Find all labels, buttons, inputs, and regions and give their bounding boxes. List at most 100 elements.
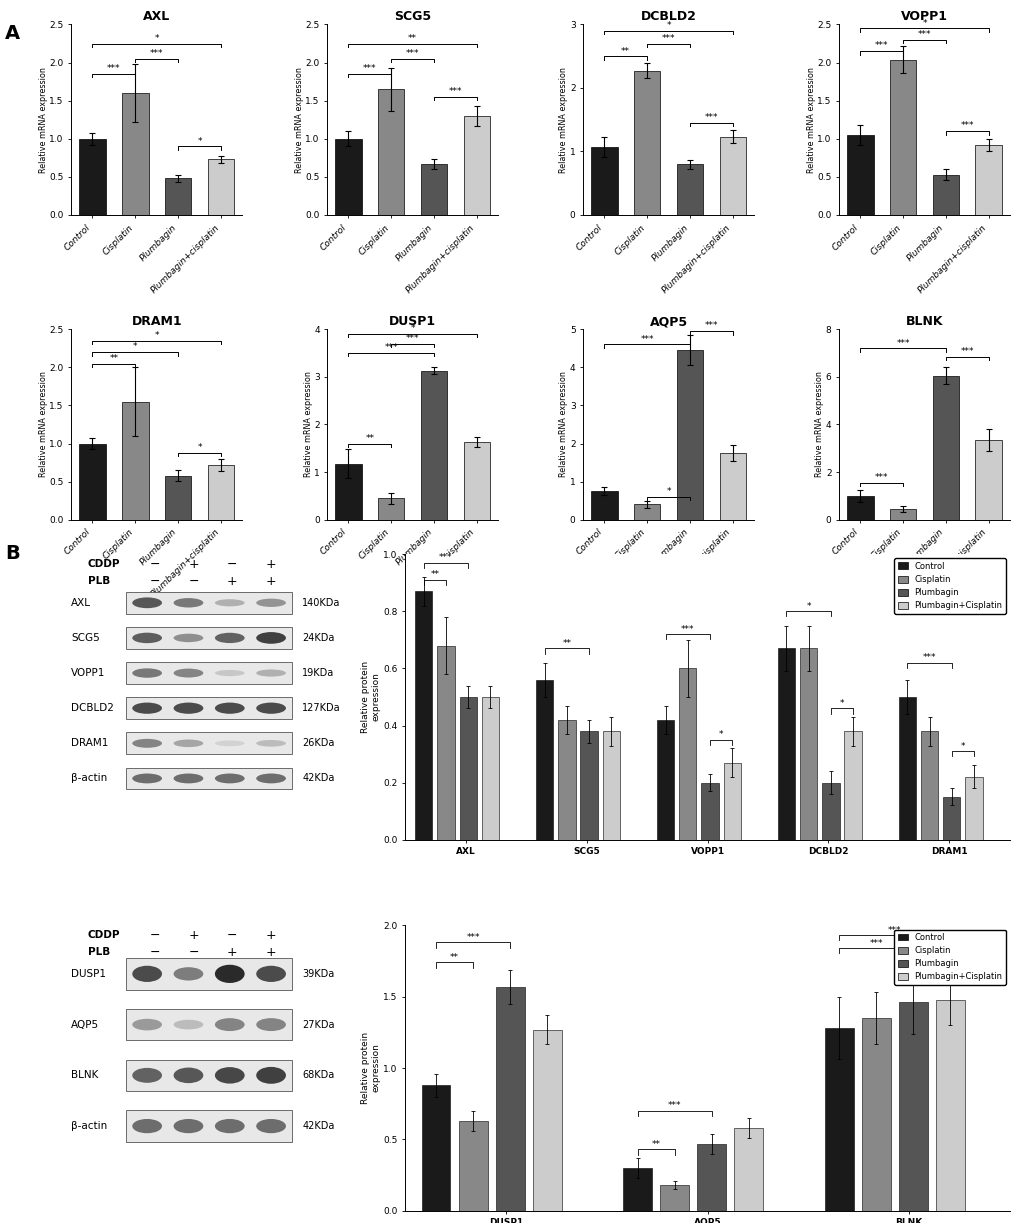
Bar xyxy=(846,135,872,215)
Text: DUSP1: DUSP1 xyxy=(71,969,106,978)
Bar xyxy=(799,648,816,840)
Title: VOPP1: VOPP1 xyxy=(900,10,947,23)
Text: CDDP: CDDP xyxy=(88,559,120,569)
Bar xyxy=(656,720,674,840)
Text: +: + xyxy=(265,575,276,588)
Bar xyxy=(79,138,106,215)
Text: *: * xyxy=(921,18,926,28)
Title: BLNK: BLNK xyxy=(905,316,943,328)
Y-axis label: Relative mRNA expression: Relative mRNA expression xyxy=(814,372,823,477)
Bar xyxy=(126,1110,291,1142)
Bar xyxy=(898,697,915,840)
Ellipse shape xyxy=(173,1020,203,1030)
Text: *: * xyxy=(410,324,415,334)
Ellipse shape xyxy=(256,1119,285,1134)
Bar xyxy=(126,1009,291,1041)
Text: AQP5: AQP5 xyxy=(71,1020,100,1030)
Bar xyxy=(679,669,696,840)
Ellipse shape xyxy=(173,598,203,608)
Text: 27KDa: 27KDa xyxy=(302,1020,334,1030)
Ellipse shape xyxy=(256,632,285,643)
Bar xyxy=(676,350,702,520)
Title: AXL: AXL xyxy=(143,10,170,23)
Text: ***: *** xyxy=(439,553,452,563)
Ellipse shape xyxy=(256,669,285,676)
Text: −: − xyxy=(226,558,237,571)
Text: ***: *** xyxy=(107,65,120,73)
Text: ***: *** xyxy=(960,121,973,131)
Text: AXL: AXL xyxy=(71,598,92,608)
Bar xyxy=(122,401,149,520)
Bar xyxy=(126,697,291,719)
Ellipse shape xyxy=(132,1019,162,1031)
Ellipse shape xyxy=(173,740,203,747)
Bar xyxy=(734,1128,762,1211)
Bar xyxy=(889,509,915,520)
Bar xyxy=(676,164,702,215)
Text: SCG5: SCG5 xyxy=(71,634,100,643)
Bar xyxy=(335,138,362,215)
Text: *: * xyxy=(665,21,671,31)
Bar xyxy=(208,465,234,520)
Bar xyxy=(126,662,291,684)
Bar xyxy=(898,1003,926,1211)
Y-axis label: Relative mRNA expression: Relative mRNA expression xyxy=(39,67,48,172)
Bar xyxy=(943,797,960,840)
Text: *: * xyxy=(197,443,202,453)
Bar xyxy=(844,731,861,840)
Ellipse shape xyxy=(215,740,245,746)
Text: +: + xyxy=(187,928,199,942)
Text: −: − xyxy=(189,945,199,959)
Bar xyxy=(460,697,476,840)
Text: ***: *** xyxy=(406,334,419,342)
Bar xyxy=(437,646,454,840)
Text: ***: *** xyxy=(406,49,419,57)
Text: β-actin: β-actin xyxy=(71,1121,108,1131)
Text: ***: *** xyxy=(150,49,163,57)
Ellipse shape xyxy=(132,1119,162,1134)
Text: VOPP1: VOPP1 xyxy=(71,668,106,678)
Text: ***: *** xyxy=(448,87,462,97)
Ellipse shape xyxy=(215,1119,245,1134)
Ellipse shape xyxy=(256,1066,285,1084)
Text: *: * xyxy=(960,741,964,751)
Ellipse shape xyxy=(132,668,162,678)
Bar xyxy=(623,1168,651,1211)
Bar xyxy=(861,1018,890,1211)
Text: *: * xyxy=(154,34,159,43)
Ellipse shape xyxy=(256,966,285,982)
Text: BLNK: BLNK xyxy=(71,1070,99,1080)
Text: −: − xyxy=(150,945,160,959)
Y-axis label: Relative mRNA expression: Relative mRNA expression xyxy=(294,67,304,172)
Text: 19KDa: 19KDa xyxy=(302,668,334,678)
Text: −: − xyxy=(226,928,237,942)
Bar xyxy=(495,987,524,1211)
Bar xyxy=(931,175,958,215)
Ellipse shape xyxy=(215,965,245,983)
Bar xyxy=(934,999,964,1211)
Text: 26KDa: 26KDa xyxy=(302,739,334,748)
Text: 42KDa: 42KDa xyxy=(302,1121,334,1131)
Ellipse shape xyxy=(256,773,285,784)
Text: ***: *** xyxy=(922,653,935,662)
Title: DUSP1: DUSP1 xyxy=(388,316,436,328)
Text: ***: *** xyxy=(363,65,376,73)
Text: ***: *** xyxy=(466,933,479,942)
Text: +: + xyxy=(187,558,199,571)
Text: CDDP: CDDP xyxy=(88,931,120,940)
Text: *: * xyxy=(806,602,810,610)
Bar xyxy=(481,697,498,840)
Bar xyxy=(126,958,291,989)
Bar xyxy=(974,440,1001,520)
Text: 140KDa: 140KDa xyxy=(302,598,340,608)
Bar xyxy=(846,495,872,520)
Text: DRAM1: DRAM1 xyxy=(71,739,109,748)
Bar xyxy=(697,1144,726,1211)
Bar xyxy=(580,731,597,840)
Text: ***: *** xyxy=(917,31,930,39)
Bar xyxy=(920,731,937,840)
Bar xyxy=(378,89,405,215)
Ellipse shape xyxy=(173,1068,203,1084)
Bar xyxy=(590,492,616,520)
Bar xyxy=(633,71,659,215)
